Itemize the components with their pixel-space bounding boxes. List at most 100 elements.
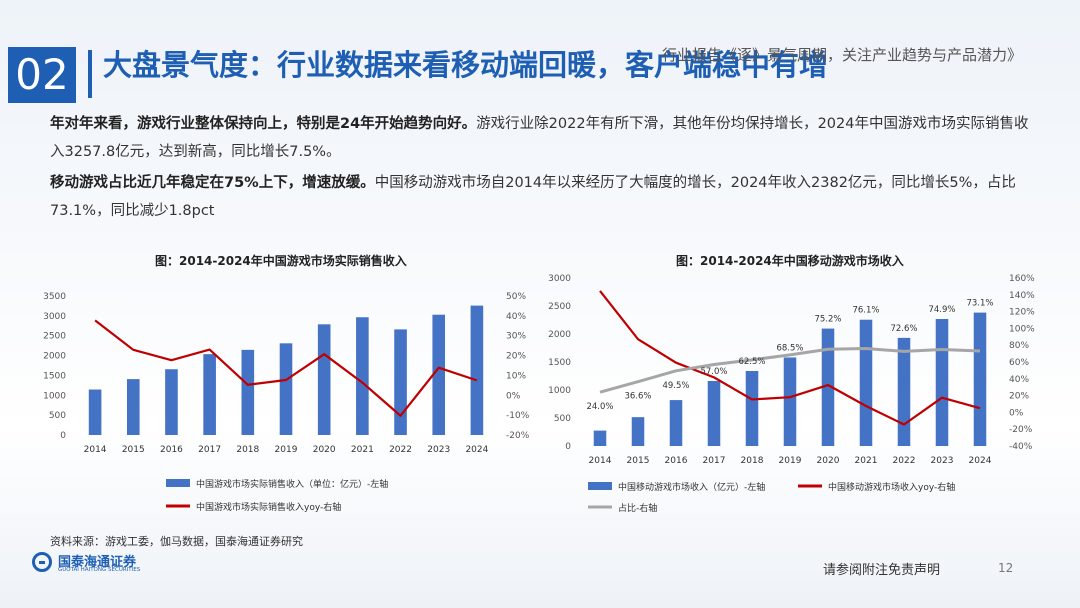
logo-text-en: GUOTAI HAITONG SECURITIES bbox=[58, 567, 141, 573]
data-label: 62.5% bbox=[738, 357, 765, 367]
paragraph-1-bold: 年对年来看，游戏行业整体保持向上，特别是24年开始趋势向好。 bbox=[50, 116, 477, 132]
bar bbox=[783, 357, 797, 446]
bar bbox=[973, 312, 987, 446]
left-axis-tick: 500 bbox=[49, 411, 66, 421]
right-axis-tick: 50% bbox=[506, 292, 526, 302]
right-axis-tick: 20% bbox=[506, 352, 526, 362]
x-axis-tick: 2023 bbox=[427, 445, 450, 455]
left-axis-tick: 1500 bbox=[43, 371, 66, 381]
data-label: 24.0% bbox=[586, 402, 613, 412]
x-axis-tick: 2019 bbox=[779, 456, 802, 466]
legend-swatch bbox=[588, 482, 612, 490]
data-label: 73.1% bbox=[966, 299, 993, 309]
series-line bbox=[599, 346, 981, 394]
legend-swatch bbox=[166, 479, 190, 487]
chart-1-game-market-revenue: 0 500 1000 1500 2000 2500 3000 3500 -20% -10% 0% 10… bbox=[43, 292, 530, 513]
bar bbox=[470, 305, 484, 435]
left-axis-tick: 0 bbox=[60, 431, 66, 441]
chart-2-mobile-game-revenue: 0 500 1000 1500 2000 2500 3000 -40% -20% 0% 20% 40%… bbox=[548, 274, 1035, 514]
left-axis-tick: 3000 bbox=[548, 274, 571, 284]
x-axis-tick: 2014 bbox=[84, 445, 107, 455]
bar bbox=[432, 314, 446, 435]
chart-2-title: 图：2014-2024年中国移动游戏市场收入 bbox=[676, 254, 904, 268]
right-axis-tick: 0% bbox=[1009, 408, 1024, 418]
bar bbox=[707, 380, 721, 446]
right-axis-tick: -20% bbox=[506, 431, 530, 441]
left-axis-tick: 2000 bbox=[548, 330, 571, 340]
paragraph-2-text: 中国移动游戏市场自2014年以来经历了大幅度的增长，2024年收入2382亿元，… bbox=[50, 175, 1016, 219]
x-axis-tick: 2018 bbox=[236, 445, 259, 455]
data-label: 74.9% bbox=[928, 305, 955, 315]
legend-label: 中国游戏市场实际销售收入（单位：亿元）-左轴 bbox=[196, 478, 388, 490]
data-label: 72.6% bbox=[890, 324, 917, 334]
company-logo: 国泰海通证券 GUOTAI HAITONG SECURITIES bbox=[32, 551, 172, 575]
left-axis-tick: 2500 bbox=[548, 302, 571, 312]
bar bbox=[897, 337, 911, 446]
data-label: 76.1% bbox=[852, 306, 879, 316]
left-axis-tick: 500 bbox=[554, 414, 571, 424]
x-axis-tick: 2024 bbox=[969, 456, 992, 466]
left-axis-tick: 1500 bbox=[548, 358, 571, 368]
right-axis-tick: 60% bbox=[1009, 358, 1029, 368]
bar bbox=[631, 417, 645, 446]
series-line bbox=[599, 290, 981, 426]
right-axis-tick: 0% bbox=[506, 391, 521, 401]
x-axis-tick: 2016 bbox=[160, 445, 183, 455]
paragraph-2-bold: 移动游戏占比近几年稳定在75%上下，增速放缓。 bbox=[50, 175, 375, 191]
x-axis-tick: 2022 bbox=[389, 445, 412, 455]
bar bbox=[669, 400, 683, 446]
left-axis-tick: 3000 bbox=[43, 312, 66, 322]
right-axis-tick: 120% bbox=[1009, 308, 1035, 318]
page-title: 大盘景气度：行业数据来看移动端回暖，客户端稳中有增 bbox=[103, 48, 829, 82]
x-axis-tick: 2017 bbox=[703, 456, 726, 466]
x-axis-tick: 2021 bbox=[351, 445, 374, 455]
report-name: 行业报告《逐》景气周期，关注产业趋势与产品潜力》 bbox=[662, 46, 1023, 64]
left-axis-tick: 1000 bbox=[43, 391, 66, 401]
bar bbox=[935, 318, 949, 446]
right-axis-tick: -40% bbox=[1009, 442, 1033, 452]
bar bbox=[394, 329, 407, 435]
x-axis-tick: 2019 bbox=[275, 445, 298, 455]
bar bbox=[821, 328, 835, 446]
x-axis-tick: 2017 bbox=[198, 445, 221, 455]
data-label: 75.2% bbox=[814, 315, 841, 325]
paragraph-1-text: 游戏行业除2022年有所下滑，其他年份均保持增长，2024年中国游戏市场实际销售… bbox=[50, 116, 1029, 160]
legend-label: 中国移动游戏市场收入（亿元）-左轴 bbox=[618, 481, 765, 493]
bar bbox=[126, 379, 140, 435]
data-label: 49.5% bbox=[662, 381, 689, 391]
x-axis-tick: 2015 bbox=[627, 456, 650, 466]
bar bbox=[356, 317, 369, 435]
chart-1-title: 图：2014-2024年中国游戏市场实际销售收入 bbox=[155, 254, 407, 268]
right-axis-tick: 10% bbox=[506, 371, 526, 381]
disclaimer: 请参阅附注免责声明 bbox=[823, 563, 941, 578]
x-axis-tick: 2015 bbox=[122, 445, 145, 455]
x-axis-tick: 2014 bbox=[589, 456, 612, 466]
series-line bbox=[94, 319, 478, 417]
paragraph-2: 移动游戏占比近几年稳定在75%上下，增速放缓。中国移动游戏市场自2014年以来经… bbox=[50, 169, 1040, 225]
x-axis-tick: 2021 bbox=[855, 456, 878, 466]
page-number: 12 bbox=[998, 561, 1014, 575]
x-axis-tick: 2024 bbox=[465, 445, 488, 455]
paragraph-1: 年对年来看，游戏行业整体保持向上，特别是24年开始趋势向好。游戏行业除2022年… bbox=[50, 110, 1040, 166]
right-axis-tick: 40% bbox=[506, 312, 526, 322]
bar bbox=[279, 343, 293, 435]
bar bbox=[165, 369, 178, 435]
left-axis-tick: 1000 bbox=[548, 386, 571, 396]
x-axis-tick: 2018 bbox=[741, 456, 764, 466]
x-axis-tick: 2020 bbox=[313, 445, 336, 455]
left-axis-tick: 0 bbox=[565, 442, 571, 452]
right-axis-tick: -20% bbox=[1009, 425, 1033, 435]
right-axis-tick: 160% bbox=[1009, 274, 1035, 284]
left-axis-tick: 3500 bbox=[43, 292, 66, 302]
data-label: 36.6% bbox=[624, 392, 651, 402]
right-axis-tick: 40% bbox=[1009, 375, 1029, 385]
bar bbox=[745, 371, 759, 446]
section-number-badge: 02 bbox=[8, 47, 76, 103]
x-axis-tick: 2020 bbox=[817, 456, 840, 466]
right-axis-tick: 30% bbox=[506, 332, 526, 342]
bar bbox=[859, 319, 873, 446]
data-label: 57.0% bbox=[700, 367, 727, 377]
source-note: 资料来源：游戏工委，伽马数据，国泰海通证券研究 bbox=[50, 535, 303, 548]
right-axis-tick: 140% bbox=[1009, 291, 1035, 301]
bar bbox=[317, 324, 331, 435]
